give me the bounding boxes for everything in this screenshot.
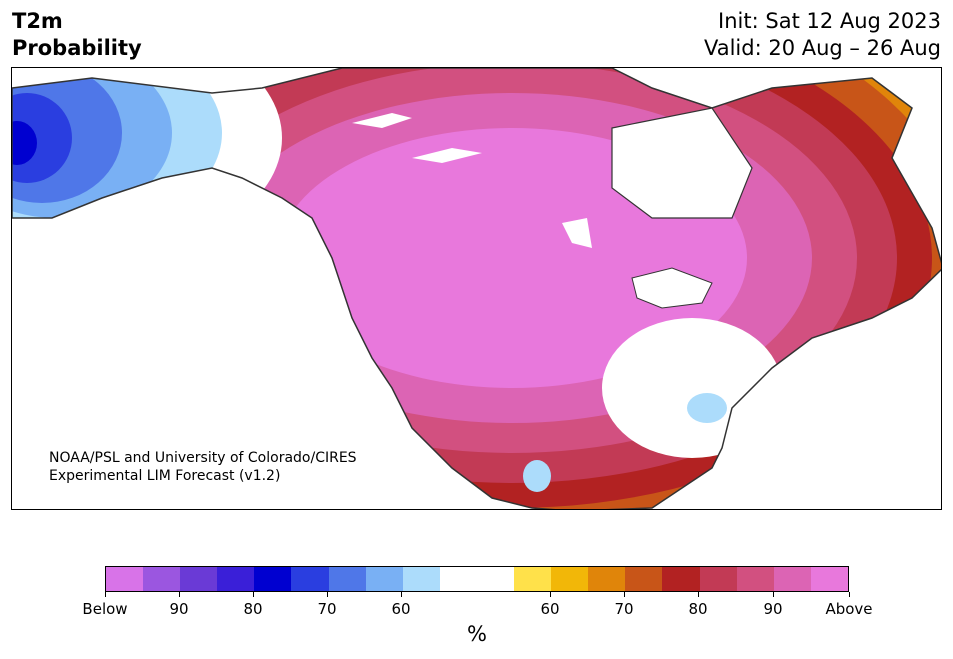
colorbar-tickmark	[179, 592, 180, 597]
colorbar-swatch	[217, 567, 255, 591]
title-line-variable: T2m	[12, 9, 63, 33]
colorbar-swatch	[662, 567, 700, 591]
colorbar-tickmark	[550, 592, 551, 597]
colorbar-tick-label: 80	[243, 600, 263, 618]
map-canvas	[12, 68, 941, 509]
init-date: Init: Sat 12 Aug 2023	[718, 9, 941, 33]
colorbar-tickmark	[105, 592, 106, 597]
credit-line-1: NOAA/PSL and University of Colorado/CIRE…	[49, 450, 357, 466]
colorbar-tickmark	[253, 592, 254, 597]
colorbar-swatch	[699, 567, 737, 591]
map-title: T2m Probability	[12, 8, 142, 62]
neutral-zone-southeast	[602, 318, 782, 458]
colorbar-tickmark	[698, 592, 699, 597]
colorbar-tick-label: 70	[317, 600, 337, 618]
colorbar-swatch	[365, 567, 403, 591]
credit-line-2: Experimental LIM Forecast (v1.2)	[49, 468, 281, 484]
title-line-type: Probability	[12, 36, 142, 60]
colorbar-tick-label: Above	[825, 600, 873, 618]
colorbar-swatch	[625, 567, 663, 591]
colorbar-tickmark	[849, 592, 850, 597]
colorbar-swatch	[439, 567, 477, 591]
colorbar-tick-label: Below	[82, 600, 128, 618]
colorbar-swatch	[402, 567, 440, 591]
colorbar-unit: %	[467, 622, 487, 646]
great-lakes	[631, 267, 713, 309]
colorbar-swatch	[143, 567, 181, 591]
colorbar-tick-label: 60	[391, 600, 411, 618]
land-fill-group	[12, 68, 941, 509]
colorbar-tick-label: 70	[614, 600, 634, 618]
colorbar-swatch	[180, 567, 218, 591]
colorbar-swatch	[254, 567, 292, 591]
below-band-alaska	[12, 121, 37, 165]
colorbar-tick-label: 80	[688, 600, 708, 618]
colorbar-tick-label: 90	[763, 600, 783, 618]
colorbar-tickmark	[773, 592, 774, 597]
colorbar-tick-label: 60	[540, 600, 560, 618]
forecast-dates: Init: Sat 12 Aug 2023 Valid: 20 Aug – 26…	[704, 8, 941, 62]
colorbar-tickmark	[327, 592, 328, 597]
below-band-mexico	[523, 460, 551, 492]
colorbar-swatch	[291, 567, 329, 591]
colorbar-swatch	[588, 567, 626, 591]
hudson-bay	[611, 107, 753, 219]
colorbar-swatch	[736, 567, 774, 591]
lake-canada	[412, 148, 482, 163]
colorbar-swatch	[514, 567, 552, 591]
forecast-credit: NOAA/PSL and University of Colorado/CIRE…	[49, 449, 357, 485]
valid-range: Valid: 20 Aug – 26 Aug	[703, 36, 941, 60]
lake-canada	[562, 218, 592, 248]
lake-canada	[352, 113, 412, 128]
colorbar-swatch	[551, 567, 589, 591]
colorbar-swatch	[328, 567, 366, 591]
colorbar-tick-label: 90	[169, 600, 189, 618]
colorbar-tickmark	[401, 592, 402, 597]
colorbar-swatch	[773, 567, 811, 591]
colorbar-swatch	[810, 567, 848, 591]
coastline	[12, 68, 941, 509]
below-band-southeast	[687, 393, 727, 423]
probability-map	[11, 67, 942, 510]
colorbar-tickmark	[624, 592, 625, 597]
colorbar	[105, 566, 849, 592]
colorbar-swatch	[106, 567, 144, 591]
colorbar-swatch	[476, 567, 515, 591]
